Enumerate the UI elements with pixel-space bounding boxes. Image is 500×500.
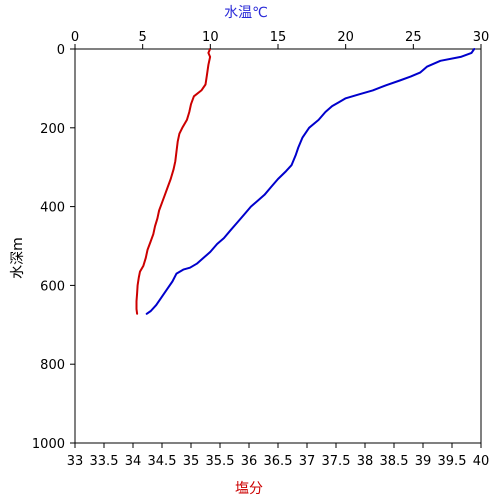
bottom-tick-label: 38 [357,454,374,469]
top-tick-label: 15 [270,30,287,45]
bottom-tick-label: 36 [241,454,258,469]
bottom-tick-label: 38.5 [380,454,409,469]
axes-layer: 0 5 10 15 20 25 30 33 33.5 34 34.5 35 35.5 36 36.5 37 37… [32,30,489,469]
bottom-tick-label: 34.5 [148,454,177,469]
bottom-tick-label: 39.5 [438,454,467,469]
temperature-profile-line [145,48,476,315]
bottom-tick-label: 35 [183,454,200,469]
y-tick-label: 600 [40,279,65,294]
bottom-axis-title: 塩分 [235,481,263,497]
bottom-tick-label: 37.5 [322,454,351,469]
y-tick-label: 200 [40,122,65,137]
bottom-tick-label: 35.5 [206,454,235,469]
top-tick-label: 10 [202,30,219,45]
salinity-profile-line [135,48,212,315]
y-tick-label: 800 [40,358,65,373]
bottom-tick-label: 33.5 [90,454,119,469]
bottom-tick-label: 36.5 [264,454,293,469]
top-tick-label: 25 [405,30,422,45]
y-tick-label: 1000 [32,437,65,452]
plot-area [74,48,482,444]
bottom-tick-label: 40 [473,454,490,469]
plot-frame [74,48,482,444]
y-axis-title: 水深m [10,237,26,279]
series-layer [135,48,476,315]
bottom-tick-label: 39 [415,454,432,469]
bottom-tick-label: 33 [67,454,84,469]
top-tick-label: 0 [71,30,79,45]
top-axis-title: 水温℃ [224,5,268,21]
y-tick-label: 0 [57,43,65,58]
top-tick-label: 30 [473,30,490,45]
y-tick-label: 400 [40,201,65,216]
top-tick-label: 5 [139,30,147,45]
bottom-tick-label: 37 [299,454,316,469]
bottom-tick-label: 34 [125,454,142,469]
top-tick-label: 20 [337,30,354,45]
